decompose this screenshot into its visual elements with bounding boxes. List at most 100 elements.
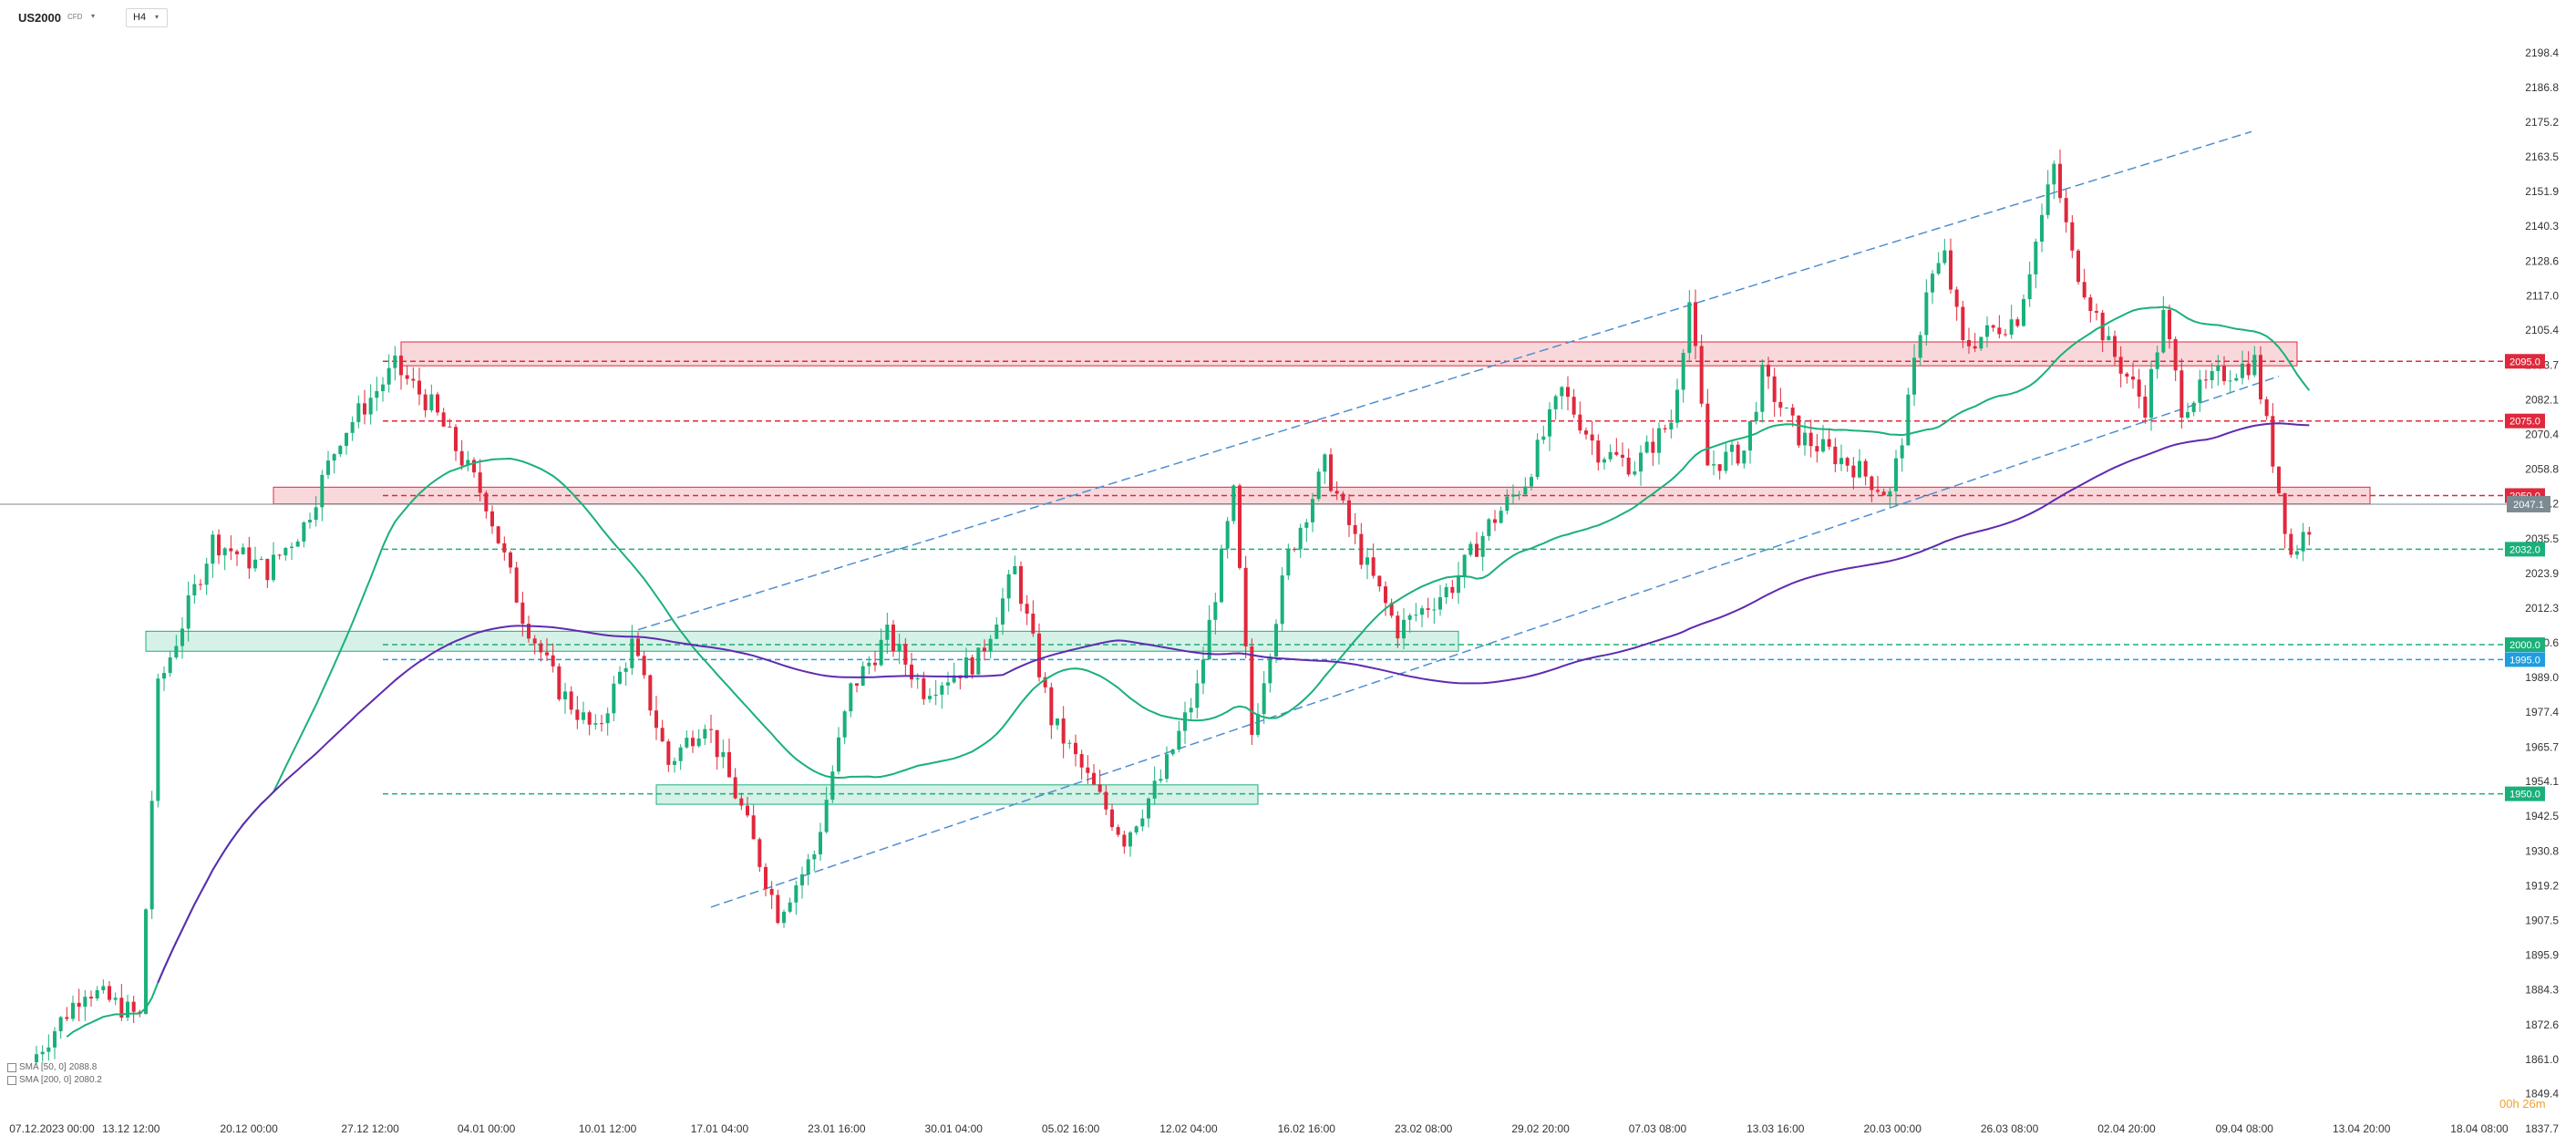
candle-body	[149, 801, 154, 910]
candle-body	[1639, 452, 1643, 472]
candle-body	[1633, 471, 1637, 475]
candle-body	[229, 548, 233, 552]
timeframe-dropdown-icon[interactable]: ▾	[155, 13, 160, 21]
y-tick-label: 1907.5	[2525, 915, 2559, 927]
candle-body	[630, 638, 634, 668]
price-tag-2000.0	[2505, 637, 2545, 653]
candle-body	[454, 427, 458, 451]
y-tick-label: 2105.4	[2525, 324, 2559, 336]
price-tag-label: 2032.0	[2509, 544, 2540, 555]
candle-body	[1280, 575, 1284, 625]
candle-body	[259, 558, 263, 560]
candle-body	[2282, 492, 2287, 534]
candle-body	[35, 1054, 38, 1063]
candle-body	[1530, 477, 1533, 487]
candle-body	[1730, 444, 1734, 452]
candle-body	[685, 738, 689, 748]
candle-body	[174, 646, 179, 658]
candle-body	[1608, 451, 1613, 460]
candle-body	[952, 675, 956, 683]
settings-icon[interactable]	[7, 1076, 16, 1085]
settings-icon[interactable]	[7, 1063, 16, 1072]
timeframe-select[interactable]	[126, 8, 168, 27]
candle-body	[2022, 299, 2025, 326]
candle-body	[1851, 465, 1856, 478]
candle-body	[673, 760, 676, 765]
price-tag-1995.0	[2505, 652, 2545, 667]
symbol-dropdown-icon[interactable]: ▾	[91, 12, 96, 20]
candle-body	[1621, 454, 1624, 458]
candle-body	[2113, 336, 2117, 357]
candle-body	[381, 384, 385, 391]
candle-body	[873, 662, 877, 666]
candle-body	[386, 367, 391, 385]
legend-sma200-value: 2080.2	[74, 1075, 102, 1085]
candle-body	[302, 522, 306, 542]
candle-body	[1304, 522, 1309, 528]
x-tick-label: 10.01 12:00	[579, 1122, 637, 1135]
legend-sma200[interactable]: SMA [200, 0] 2080.2	[7, 1074, 102, 1087]
candle-body	[1334, 491, 1339, 494]
legend-sma50[interactable]: SMA [50, 0] 2088.8	[7, 1061, 102, 1074]
candle-body	[1894, 458, 1898, 491]
candle-body	[2198, 379, 2202, 403]
candle-body	[612, 683, 616, 714]
candle-body	[855, 683, 859, 686]
x-tick-label: 09.04 08:00	[2216, 1122, 2274, 1135]
candle-body	[2252, 355, 2257, 376]
candle-body	[1669, 422, 1674, 429]
candle-body	[423, 394, 428, 410]
candle-body	[1450, 586, 1455, 594]
candle-body	[1170, 749, 1175, 755]
x-tick-label: 23.02 08:00	[1395, 1122, 1453, 1135]
candle-body	[496, 526, 500, 543]
candle-body	[605, 713, 610, 724]
symbol-label[interactable]: US2000	[18, 11, 61, 25]
candle-body	[1457, 575, 1460, 594]
candle-body	[1511, 494, 1515, 497]
candle-body	[1056, 718, 1059, 726]
candle-body	[842, 711, 847, 738]
candle-body	[1839, 458, 1843, 465]
candle-body	[812, 853, 817, 860]
candle-body	[332, 454, 336, 461]
candle-body	[1086, 767, 1090, 773]
candle-body	[837, 737, 840, 772]
candle-body	[1742, 450, 1747, 464]
support-zone	[655, 784, 1259, 805]
y-tick-label: 1942.5	[2525, 810, 2559, 822]
y-tick-label: 2140.3	[2525, 220, 2559, 233]
candle-body	[253, 559, 257, 569]
price-tag-2095.0	[2505, 354, 2545, 369]
candle-body	[211, 534, 215, 564]
price-tag-label: 1995.0	[2509, 655, 2540, 666]
candle-body	[1657, 428, 1661, 453]
candle-body	[788, 902, 792, 912]
candle-body	[654, 710, 658, 729]
candle-body	[1870, 476, 1874, 491]
candle-body	[1675, 389, 1679, 423]
candle-body	[1231, 485, 1236, 522]
candle-body	[1493, 519, 1497, 523]
y-tick-label: 1872.6	[2525, 1018, 2559, 1031]
candle-body	[1402, 619, 1406, 639]
candle-body	[648, 675, 653, 711]
sma200-line	[157, 422, 2310, 983]
candle-body	[1049, 687, 1054, 726]
candle-body	[2241, 363, 2244, 378]
candle-body	[162, 673, 166, 679]
candle-body	[1499, 511, 1503, 523]
candle-body	[1815, 446, 1819, 452]
candle-body	[2307, 532, 2312, 535]
candle-body	[417, 380, 421, 395]
candle-body	[1797, 415, 1801, 446]
candle-body	[1717, 464, 1722, 471]
candle-body	[2186, 412, 2190, 418]
candle-body	[691, 738, 695, 747]
candle-body	[1480, 535, 1485, 557]
x-tick-label: 17.01 04:00	[691, 1122, 749, 1135]
candle-body	[393, 355, 397, 368]
candle-body	[757, 839, 762, 867]
candle-body	[2137, 379, 2141, 397]
